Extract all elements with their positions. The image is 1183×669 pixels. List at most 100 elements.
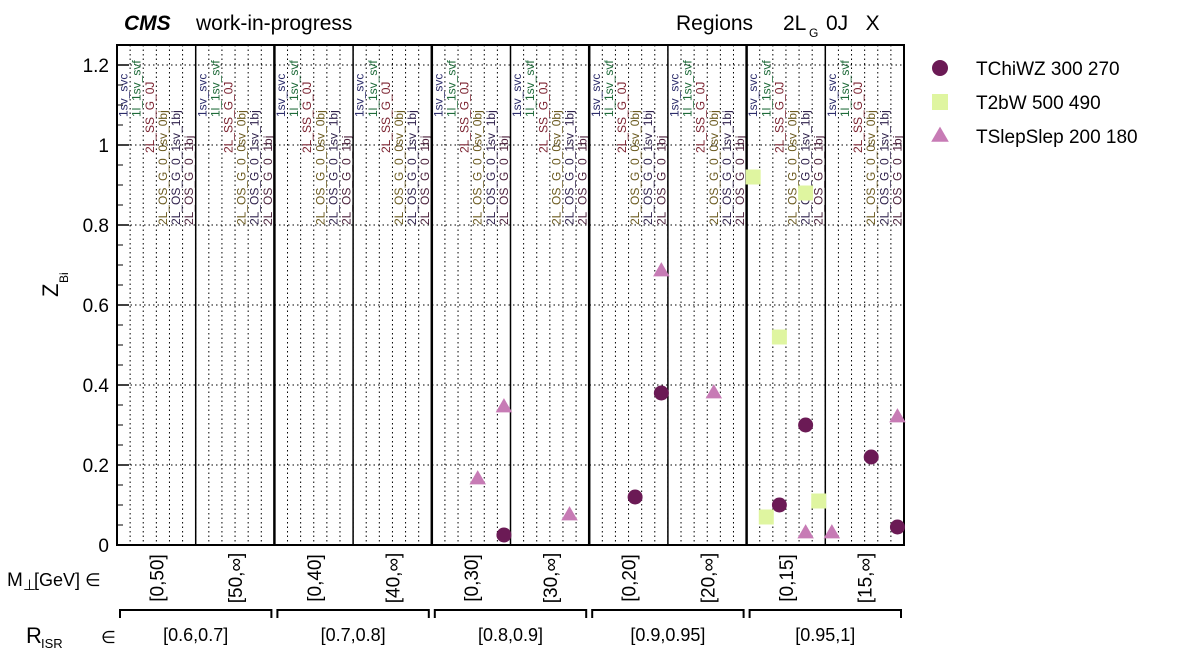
mperp-bin-label: [0,15] <box>777 554 798 602</box>
region-label: 2L_OS_G_0_1bj <box>340 136 354 225</box>
region-label: 2L_OS_G_0_0sv_0bj <box>549 110 563 225</box>
region-label: 2L_OS_G_0_1sv_1bj <box>563 110 577 225</box>
region-label: 1sv_svc <box>353 74 367 117</box>
region-label: 1sv_svc <box>195 74 209 117</box>
region-label: 1l_1sv_svf <box>130 60 144 117</box>
risr-bracket <box>276 609 430 618</box>
region-label: 1l_1sv_svf <box>287 60 301 117</box>
regions-prefix: Regions <box>676 12 753 35</box>
svg-text:Z: Z <box>38 284 63 297</box>
risr-bin-label: [0.95,1] <box>795 625 855 645</box>
region-label: 2L_OS_G_0_1bj <box>654 136 668 225</box>
legend-label: TChiWZ 300 270 <box>976 59 1120 80</box>
legend-marker <box>932 94 948 110</box>
region-label: 1l_1sv_svf <box>444 60 458 117</box>
mperp-bin-label: [20,∞] <box>698 553 719 604</box>
region-label: 1l_1sv_svf <box>366 60 380 117</box>
region-label: 2L_SS_G_0J <box>379 82 393 153</box>
y-tick-label: 1.2 <box>83 56 109 77</box>
data-point <box>495 398 513 413</box>
data-point <box>811 493 827 509</box>
region-label: 2L_OS_G_0_1bj <box>182 136 196 225</box>
region-label: 2L_OS_G_0_1sv_1bj <box>484 110 498 225</box>
region-label: 1sv_svc <box>274 74 288 117</box>
data-point <box>797 524 814 539</box>
region-label: 2L_SS_G_0J <box>851 82 865 153</box>
region-label: 1l_1sv_svf <box>523 60 537 117</box>
region-label: 2L_OS_G_0_1bj <box>576 136 590 225</box>
region-label: 1l_1sv_svf <box>208 60 222 117</box>
region-label: 2L_OS_G_0_1sv_1bj <box>877 110 891 225</box>
mperp-bin-label: [0,30] <box>462 554 483 602</box>
svg-text:Bi: Bi <box>57 272 71 283</box>
data-point <box>653 262 670 277</box>
regions-sub: G <box>809 26 818 40</box>
risr-axis-label: R ISR ∈ <box>26 623 116 651</box>
risr-bracket <box>748 609 902 618</box>
legend-marker <box>932 60 948 76</box>
legend-label: TSlepSlep 200 180 <box>976 127 1138 148</box>
data-point <box>653 385 669 401</box>
region-labels: 1sv_svc 1l_1sv_svf 2L_SS_G_0J 2L_OS_G_0_0sv… <box>117 60 905 225</box>
data-point <box>798 417 814 433</box>
data-point <box>771 497 787 513</box>
region-label: 2L_SS_G_0J <box>143 82 157 153</box>
region-label: 2L_SS_G_0J <box>221 82 235 153</box>
mperp-axis-label: M ⊥ [GeV] ∈ <box>7 570 101 594</box>
data-point <box>823 524 841 539</box>
data-point <box>863 449 879 465</box>
region-label: 1l_1sv_svf <box>602 60 616 117</box>
regions-main: 2L <box>783 12 806 35</box>
region-label: 2L_OS_G_0_1sv_1bj <box>799 110 813 225</box>
region-label: 1l_1sv_svf <box>759 60 773 117</box>
risr-bin-label: [0.6,0.7] <box>163 625 228 645</box>
region-label: 1l_1sv_svf <box>838 60 852 117</box>
x-axis-labels: [0,50] [50,∞] [0,40] [40,∞] [0,30] [30,∞] [0,2… <box>119 553 902 645</box>
region-label: 1sv_svc <box>589 74 603 117</box>
y-tick-label: 0 <box>98 536 109 557</box>
svg-text:[GeV] ∈: [GeV] ∈ <box>34 570 101 590</box>
risr-bin-label: [0.9,0.95] <box>630 625 705 645</box>
region-label: 1sv_svc <box>667 74 681 117</box>
region-label: 2L_SS_G_0J <box>300 82 314 153</box>
legend: TChiWZ 300 270 T2bW 500 490 TSlepSlep 200 … <box>931 59 1138 148</box>
data-point <box>758 509 774 525</box>
region-label: 2L_OS_G_0_1bj <box>261 136 275 225</box>
region-label: 2L_OS_G_0_1sv_1bj <box>720 110 734 225</box>
mperp-bin-label: [0,40] <box>305 554 326 602</box>
data-point <box>889 519 905 535</box>
data-point <box>889 408 906 423</box>
data-point <box>627 489 643 505</box>
y-tick-label: 0.4 <box>83 376 110 397</box>
y-tick-label: 0.8 <box>83 216 109 237</box>
regions-tail: 0J X <box>826 12 880 35</box>
risr-bracket <box>433 609 588 618</box>
region-label: 2L_OS_G_0_0sv_0bj <box>392 110 406 225</box>
mperp-bin-label: [40,∞] <box>383 553 404 604</box>
region-label: 1sv_svc <box>825 74 839 117</box>
mperp-bin-label: [30,∞] <box>541 553 562 604</box>
svg-text:⊥: ⊥ <box>23 577 36 594</box>
y-tick-label: 0.2 <box>83 456 109 477</box>
risr-bracket <box>119 609 273 618</box>
data-point <box>798 185 814 201</box>
mperp-bin-label: [0,50] <box>147 554 168 602</box>
region-label: 1sv_svc <box>510 74 524 117</box>
svg-text:R: R <box>26 623 42 648</box>
region-label: 2L_SS_G_0J <box>772 82 786 153</box>
risr-bin-label: [0.7,0.8] <box>321 625 386 645</box>
data-point <box>771 329 787 345</box>
mperp-bin-label: [15,∞] <box>856 553 877 604</box>
region-label: 2L_OS_G_0_1bj <box>812 136 826 225</box>
region-label: 2L_OS_G_0_1bj <box>497 136 511 225</box>
svg-text:M: M <box>7 570 23 591</box>
region-label: 2L_OS_G_0_0sv_0bj <box>707 110 721 225</box>
region-label: 1sv_svc <box>431 74 445 117</box>
region-label: 2L_SS_G_0J <box>615 82 629 153</box>
y-tick-label: 0.6 <box>83 296 109 317</box>
data-point <box>705 384 723 399</box>
region-label: 2L_OS_G_0_0sv_0bj <box>864 110 878 225</box>
region-label: 2L_OS_G_0_0sv_0bj <box>313 110 327 225</box>
region-label: 2L_OS_G_0_1bj <box>890 136 904 225</box>
